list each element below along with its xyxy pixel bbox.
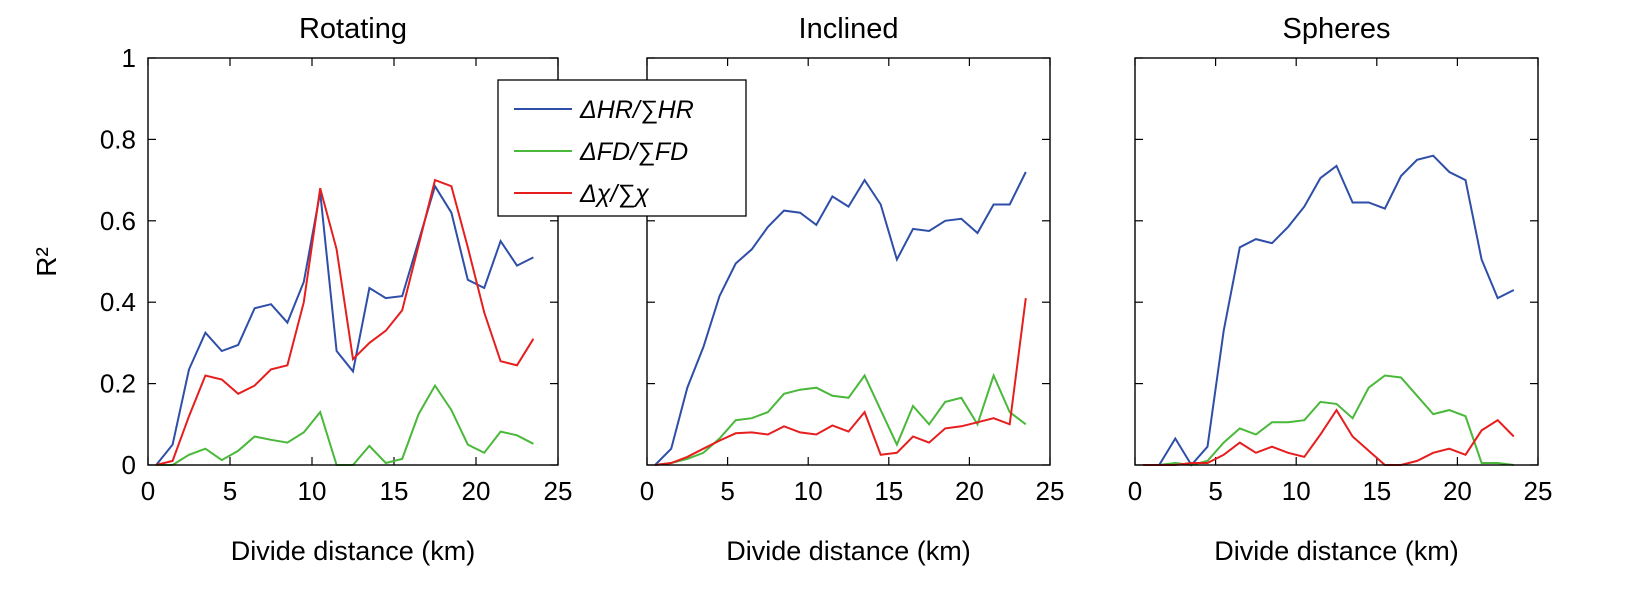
x-tick-label: 20 xyxy=(1443,476,1472,506)
series-line-hr-spheres xyxy=(1143,154,1515,467)
legend-label: ΔFD/∑FD xyxy=(579,138,688,166)
series-line-fd-inclined xyxy=(654,372,1027,466)
x-tick-label: 5 xyxy=(720,476,734,506)
x-tick-label: 20 xyxy=(462,476,491,506)
panel-inclined: Inclined 0 5 10 15 20 25 Divide distance (km) xyxy=(640,13,1065,566)
panel-title-rotating: Rotating xyxy=(299,13,407,45)
series-line-hr-rotating xyxy=(155,183,534,466)
series-line-fd-spheres xyxy=(1143,374,1514,467)
axes-frame-rotating xyxy=(147,57,559,466)
x-tick-label: 25 xyxy=(544,476,573,506)
x-tick-label: 0 xyxy=(1128,476,1142,506)
x-tick-label: 5 xyxy=(223,476,237,506)
series-line-chi-rotating xyxy=(155,178,535,466)
axes-frame-inclined xyxy=(646,57,1051,466)
x-tick-label: 25 xyxy=(1524,476,1553,506)
x-tick-label: 15 xyxy=(1362,476,1391,506)
y-tick-label: 0.8 xyxy=(100,124,136,154)
x-tick-label: 20 xyxy=(955,476,984,506)
x-tick-label: 0 xyxy=(141,476,155,506)
panels: Rotating 0 5 10 15 20 25 0 0.2 0.4 0.6 0.8 1 Divide d… xyxy=(100,13,1553,566)
legend: ΔHR/∑HR ΔFD/∑FD Δχ/∑χ xyxy=(497,79,747,217)
y-tick-label: 0.6 xyxy=(100,206,136,236)
legend-label: ΔHR/∑HR xyxy=(579,96,694,124)
x-tick-label: 10 xyxy=(794,476,823,506)
panel-spheres: Spheres 0 5 10 15 20 25 Divide distance (km) xyxy=(1128,13,1553,566)
y-tick-label: 0.2 xyxy=(100,369,136,399)
x-axis-label-spheres: Divide distance (km) xyxy=(1214,536,1459,566)
panel-title-spheres: Spheres xyxy=(1282,13,1390,45)
series-line-chi-spheres xyxy=(1143,408,1515,466)
x-tick-label: 25 xyxy=(1036,476,1065,506)
x-tick-label: 0 xyxy=(640,476,654,506)
x-axis-label-inclined: Divide distance (km) xyxy=(726,536,971,566)
panel-rotating: Rotating 0 5 10 15 20 25 0 0.2 0.4 0.6 0.8 1 Divide d… xyxy=(100,13,573,566)
y-tick-label: 0.4 xyxy=(100,287,136,317)
x-tick-label: 15 xyxy=(380,476,409,506)
x-tick-label: 10 xyxy=(298,476,327,506)
x-axis-label-rotating: Divide distance (km) xyxy=(231,536,476,566)
y-axis-label: R² xyxy=(31,247,62,277)
series-line-hr-inclined xyxy=(654,171,1027,466)
panel-title-inclined: Inclined xyxy=(799,13,899,45)
x-tick-label: 5 xyxy=(1208,476,1222,506)
y-tick-label: 0 xyxy=(122,450,136,480)
series-line-fd-rotating xyxy=(156,383,534,466)
legend-label: Δχ/∑χ xyxy=(579,180,649,208)
x-tick-label: 10 xyxy=(1282,476,1311,506)
series-line-chi-inclined xyxy=(654,297,1027,466)
y-tick-label: 1 xyxy=(122,43,136,73)
axes-frame-spheres xyxy=(1134,57,1539,466)
x-tick-label: 15 xyxy=(874,476,903,506)
